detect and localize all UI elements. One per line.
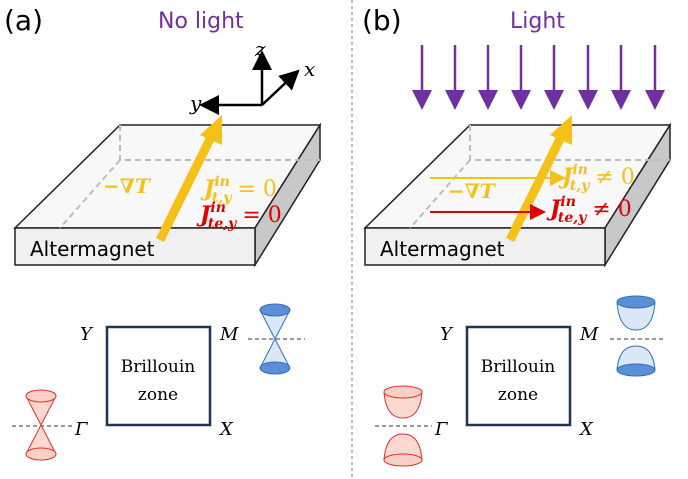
gradient-arrow [155,133,217,242]
panel-label: (a) [4,4,43,37]
k-point: M [579,324,599,345]
k-point: Y [440,324,454,345]
k-point: Γ [74,419,89,440]
bz-label: zone [138,385,178,405]
gradient-label: −∇T [448,179,497,203]
gapped-band [610,295,665,377]
gradient-label: −∇T [103,174,152,198]
current-label: Jin t,y ≠ 0 [558,162,635,194]
axes [199,50,300,115]
brillouin-zone [105,325,212,427]
current-label: Jin te,y ≠ 0 [546,194,632,226]
material-label: Altermagnet [30,237,155,261]
current-label: Jin t,y = 0 [200,174,277,206]
k-point: M [219,324,239,345]
current-label: Jin te,y = 0 [196,200,282,232]
axis-label: z [254,37,266,61]
panel-title: Light [510,9,565,34]
bz-label: Brillouin [481,357,556,377]
slab [363,122,672,268]
dirac-cone [248,303,305,375]
arrow-head [200,115,222,145]
panel-label: (b) [362,4,402,37]
slab [13,122,322,268]
k-point: Γ [434,419,449,440]
bz-label: zone [498,385,538,405]
panel-b: (b) Light −∇T Jin t,y ≠ 0 Jin te,y ≠ 0 Alter… [362,4,672,467]
axis-label: y [189,91,202,115]
dirac-cone [12,389,72,461]
light-arrows [412,45,665,110]
axis-label: x [304,57,315,81]
panel-title: No light [158,9,244,34]
gradient-arrow [505,133,567,242]
k-point: X [578,419,594,440]
brillouin-zone [465,325,572,427]
k-point: X [218,419,234,440]
panel-a: (a) No light z x y −∇T Jin t,y = 0 Jin te,y… [4,4,322,461]
bz-label: Brillouin [121,357,196,377]
arrow-head [550,115,572,145]
k-point: Y [80,324,94,345]
gapped-band [375,385,432,467]
material-label: Altermagnet [380,237,505,261]
